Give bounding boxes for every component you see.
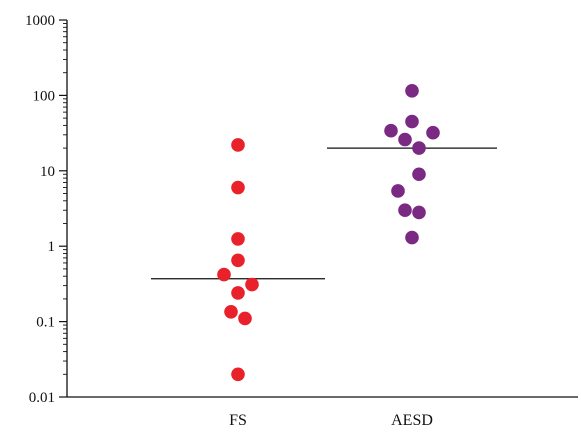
data-point-aesd [405, 230, 419, 245]
data-point-aesd [412, 141, 426, 155]
data-point-fs [231, 367, 245, 382]
y-axis-major-ticks [59, 19, 67, 398]
data-point-fs [238, 311, 252, 326]
y-tick-label: 0.01 [29, 390, 55, 406]
data-point-aesd [426, 125, 440, 140]
data-point-aesd [405, 114, 419, 129]
y-tick-label: 10 [40, 164, 55, 180]
y-axis-minor-ticks [63, 23, 67, 375]
y-tick-label: 1 [48, 239, 56, 255]
data-point-fs [231, 138, 245, 152]
data-point-fs [245, 277, 259, 292]
data-point-aesd [398, 203, 412, 218]
y-tick-label: 100 [33, 88, 56, 104]
data-point-aesd [412, 205, 426, 220]
y-tick-label: 0.1 [36, 315, 55, 331]
data-point-aesd [391, 184, 405, 198]
y-tick-label: 1000 [25, 13, 55, 29]
x-category-label: AESD [391, 412, 433, 429]
data-point-fs [217, 267, 231, 282]
y-axis-tick-labels: 0.01 0.1 1 10 100 1000 [25, 13, 55, 406]
data-point-fs [231, 180, 245, 195]
data-point-fs [231, 253, 245, 268]
data-point-aesd [405, 84, 419, 98]
data-points [217, 84, 440, 382]
x-axis-category-labels: FS AESD [229, 412, 433, 429]
data-point-aesd [384, 123, 398, 138]
data-point-fs [231, 232, 245, 246]
x-category-label: FS [229, 412, 247, 429]
data-point-aesd [398, 132, 412, 147]
data-point-aesd [412, 167, 426, 182]
data-point-fs [231, 286, 245, 300]
median-lines [151, 147, 497, 280]
data-point-fs [224, 304, 238, 319]
